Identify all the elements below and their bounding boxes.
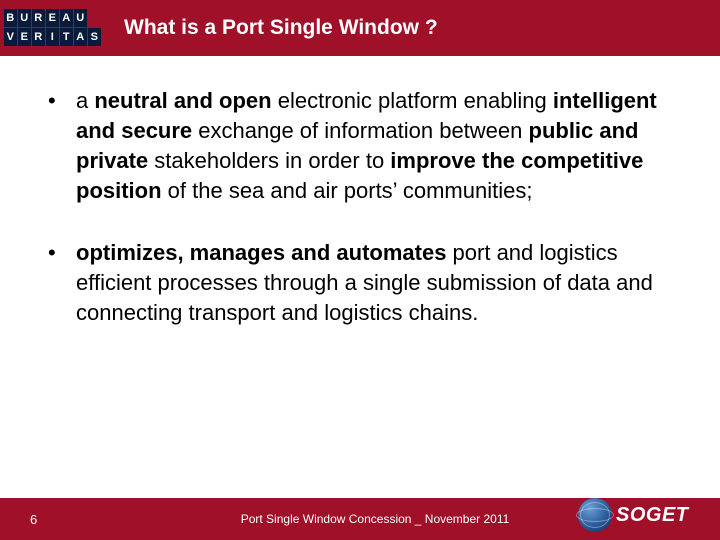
logo-letter: R bbox=[32, 9, 45, 27]
logo-letter: S bbox=[88, 28, 101, 46]
bullet-text: optimizes, manages and automates port an… bbox=[76, 238, 672, 328]
bullet-item: •a neutral and open electronic platform … bbox=[48, 86, 672, 206]
logo-letter: I bbox=[46, 28, 59, 46]
slide-content: •a neutral and open electronic platform … bbox=[0, 56, 720, 328]
logo-letter: E bbox=[46, 9, 59, 27]
logo-letter: B bbox=[4, 9, 17, 27]
logo-letter: R bbox=[32, 28, 45, 46]
logo-row-1: BUREAU bbox=[4, 9, 108, 27]
logo-letter: A bbox=[74, 28, 87, 46]
logo-letter: A bbox=[60, 9, 73, 27]
bullet-item: •optimizes, manages and automates port a… bbox=[48, 238, 672, 328]
logo-letter: E bbox=[18, 28, 31, 46]
soget-logo: SOGET bbox=[578, 496, 708, 534]
footer-bar: 6 Port Single Window Concession _ Novemb… bbox=[0, 498, 720, 540]
globe-icon bbox=[578, 498, 612, 532]
logo-letter: U bbox=[74, 9, 87, 27]
logo-row-2: VERITAS bbox=[4, 28, 108, 46]
logo-letter: T bbox=[60, 28, 73, 46]
bullet-text: a neutral and open electronic platform e… bbox=[76, 86, 672, 206]
soget-wordmark: SOGET bbox=[616, 504, 689, 527]
bullet-marker: • bbox=[48, 238, 76, 328]
slide-title: What is a Port Single Window ? bbox=[124, 16, 438, 40]
header-bar: BUREAU VERITAS What is a Port Single Win… bbox=[0, 0, 720, 56]
bullet-marker: • bbox=[48, 86, 76, 206]
logo-letter: V bbox=[4, 28, 17, 46]
logo-letter: U bbox=[18, 9, 31, 27]
bureau-veritas-logo: BUREAU VERITAS bbox=[4, 4, 108, 52]
